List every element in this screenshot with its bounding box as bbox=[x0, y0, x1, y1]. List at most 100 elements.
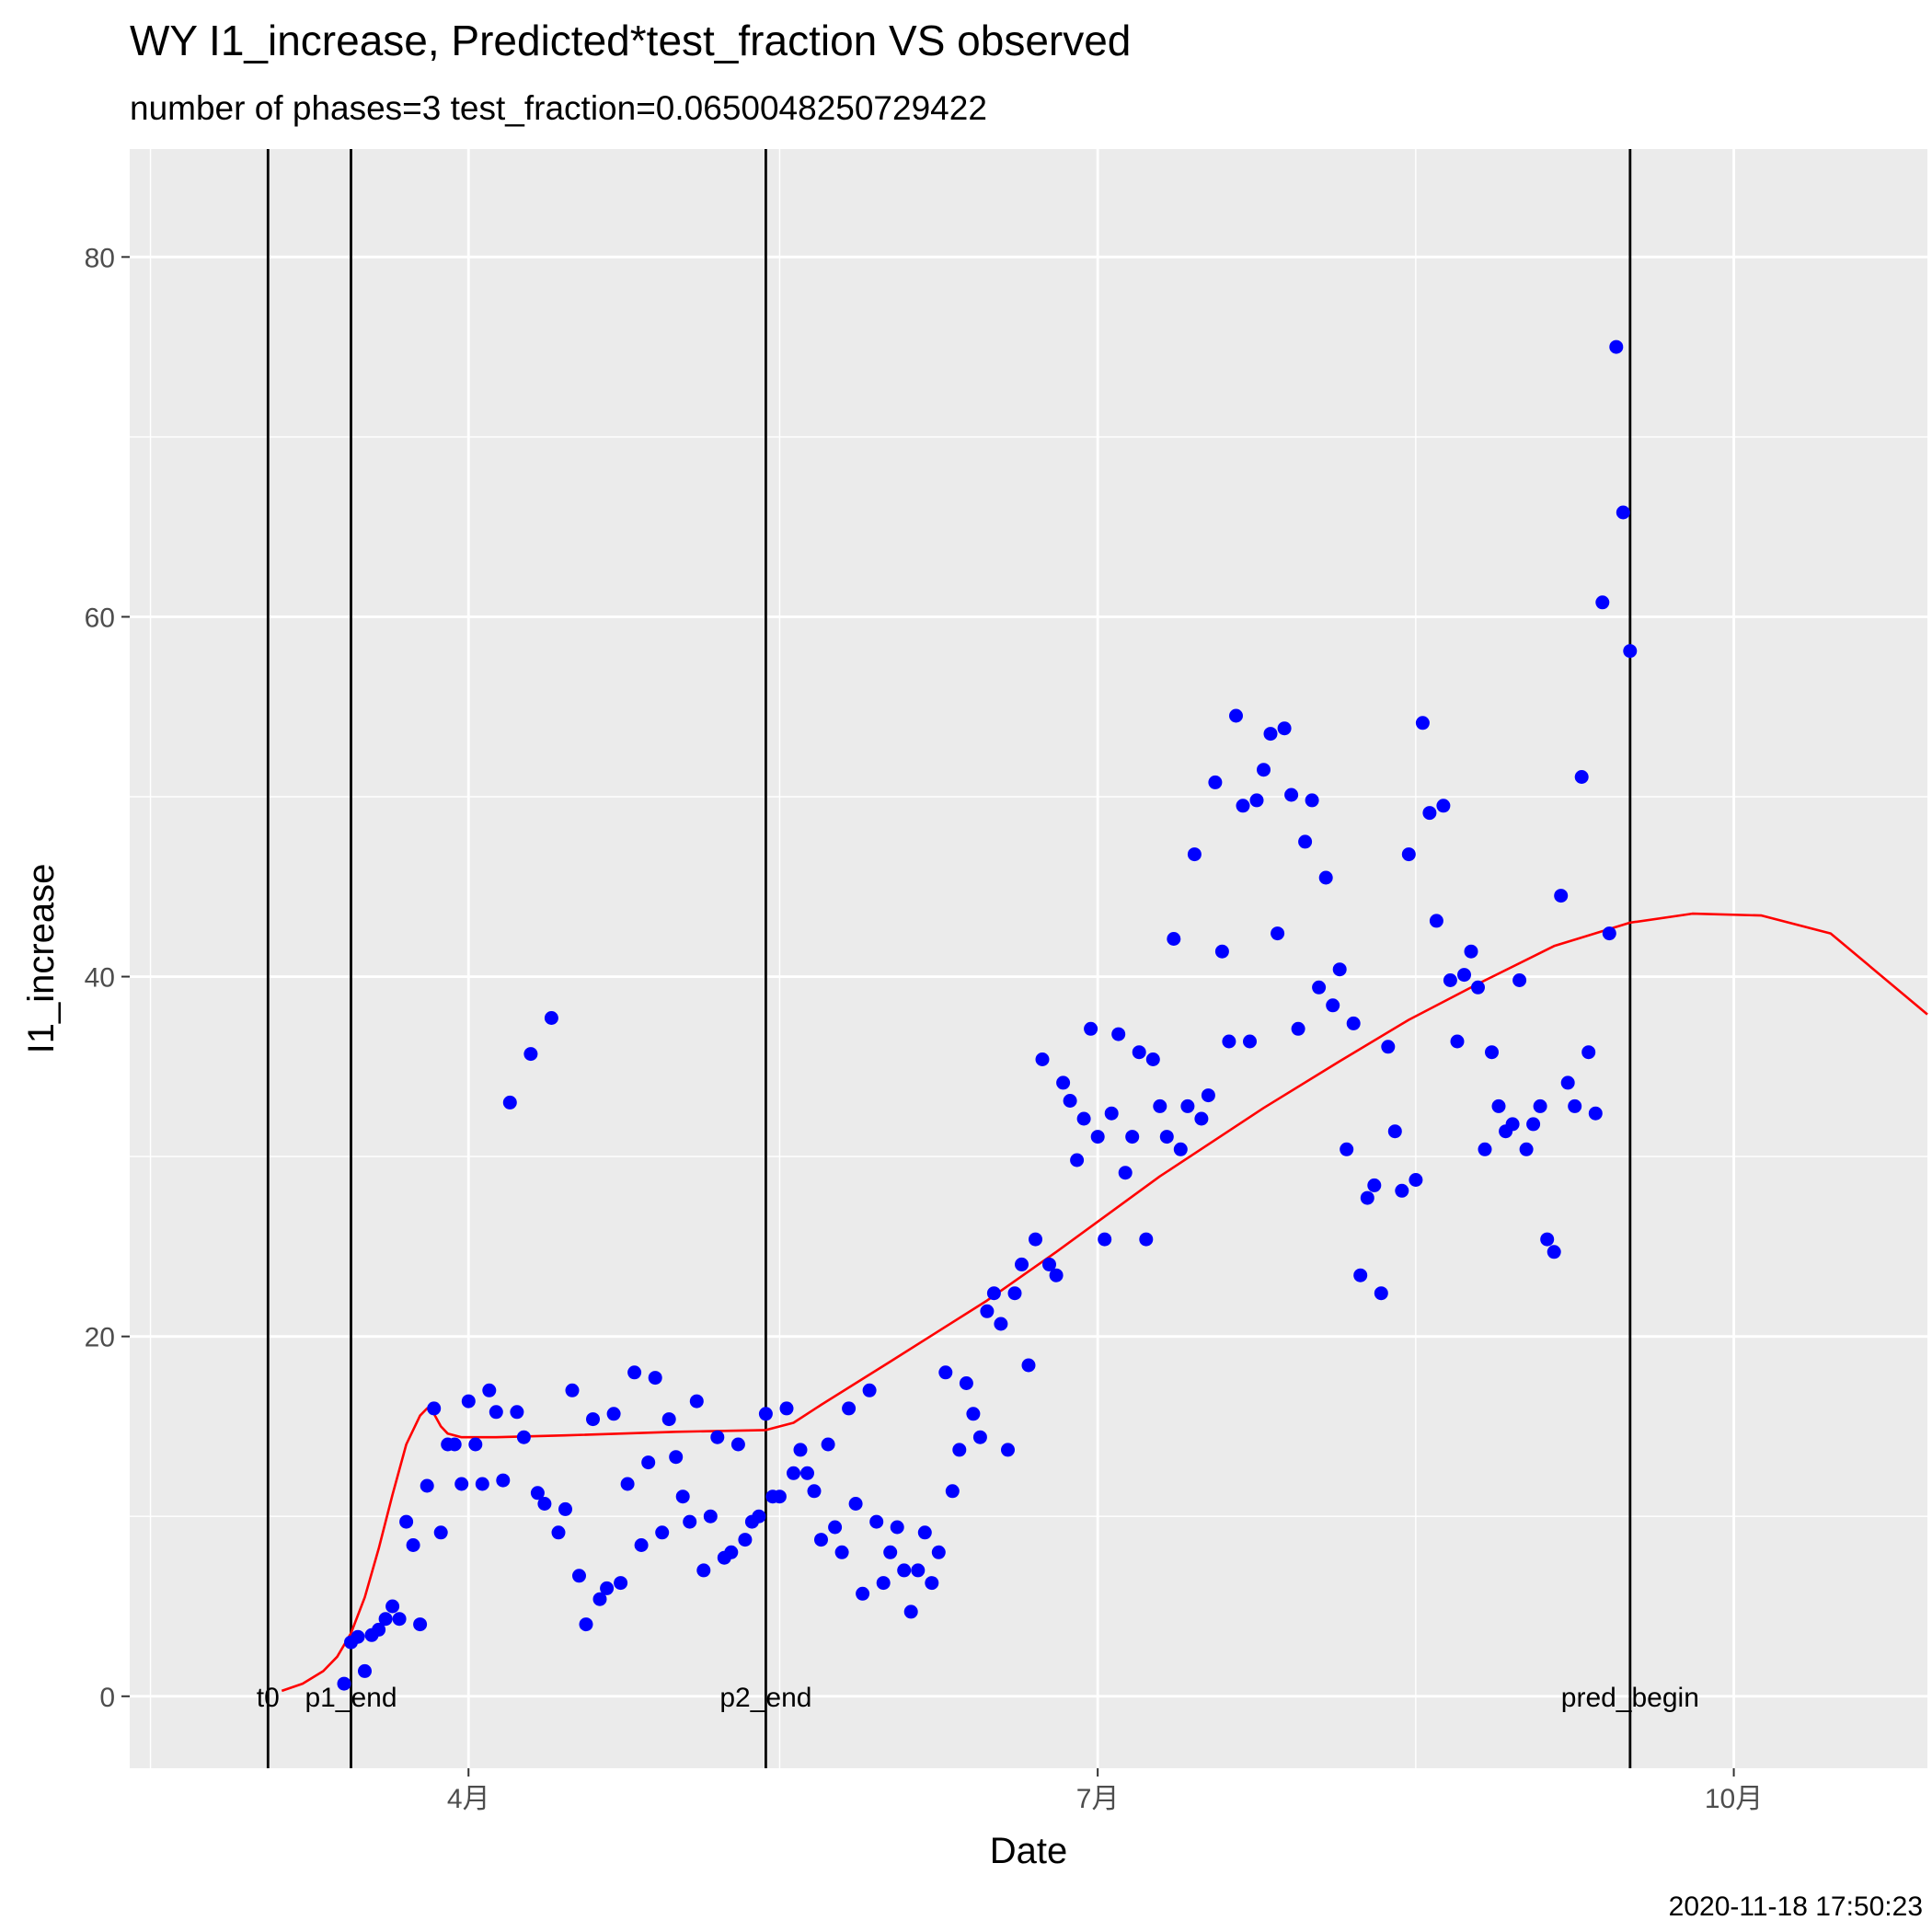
observed-point bbox=[834, 1545, 849, 1559]
observed-point bbox=[917, 1525, 932, 1540]
observed-point bbox=[938, 1365, 953, 1380]
observed-point bbox=[842, 1401, 857, 1416]
y-tick-label: 80 bbox=[85, 243, 115, 273]
observed-point bbox=[980, 1304, 995, 1318]
observed-point bbox=[655, 1525, 670, 1540]
observed-point bbox=[1021, 1358, 1036, 1373]
observed-point bbox=[1533, 1098, 1547, 1113]
observed-point bbox=[1284, 788, 1299, 802]
observed-point bbox=[1222, 1034, 1236, 1049]
observed-point bbox=[787, 1466, 800, 1480]
x-axis: 4月 7月 10月 bbox=[447, 1768, 1763, 1814]
observed-point bbox=[427, 1401, 442, 1416]
y-tick-label: 40 bbox=[85, 963, 115, 994]
observed-point bbox=[1340, 1142, 1354, 1156]
plot-panel bbox=[130, 149, 1927, 1768]
observed-point bbox=[1602, 926, 1616, 941]
observed-point bbox=[523, 1047, 538, 1062]
observed-point bbox=[641, 1455, 656, 1470]
observed-point bbox=[710, 1430, 725, 1444]
observed-point bbox=[883, 1545, 898, 1559]
observed-point bbox=[614, 1576, 628, 1591]
observed-point bbox=[1526, 1117, 1541, 1132]
observed-point bbox=[1367, 1178, 1382, 1192]
observed-point bbox=[1049, 1268, 1064, 1282]
observed-point bbox=[945, 1484, 960, 1499]
observed-point bbox=[1360, 1190, 1374, 1205]
observed-point bbox=[1249, 793, 1264, 808]
y-axis: 0 20 40 60 80 bbox=[85, 243, 130, 1713]
observed-point bbox=[648, 1371, 662, 1386]
observed-point bbox=[1180, 1098, 1195, 1113]
observed-point bbox=[413, 1617, 428, 1632]
observed-point bbox=[558, 1501, 572, 1516]
observed-point bbox=[931, 1545, 946, 1559]
observed-point bbox=[1332, 962, 1347, 977]
observed-point bbox=[358, 1663, 372, 1678]
observed-point bbox=[1208, 775, 1223, 789]
observed-point bbox=[1159, 1130, 1174, 1144]
observed-point bbox=[1063, 1094, 1077, 1108]
observed-point bbox=[1214, 944, 1229, 959]
observed-point bbox=[572, 1569, 586, 1583]
observed-point bbox=[351, 1629, 365, 1644]
observed-point bbox=[372, 1622, 386, 1637]
observed-point bbox=[683, 1514, 697, 1529]
observed-point bbox=[986, 1286, 1001, 1301]
observed-point bbox=[489, 1405, 503, 1420]
observed-point bbox=[821, 1437, 835, 1452]
observed-point bbox=[496, 1473, 511, 1488]
observed-point bbox=[1609, 339, 1624, 354]
observed-point bbox=[1139, 1232, 1154, 1247]
observed-point bbox=[1443, 973, 1457, 987]
observed-point bbox=[1076, 1111, 1091, 1126]
observed-point bbox=[1595, 595, 1610, 610]
chart-subtitle: number of phases=3 test_fraction=0.06500… bbox=[130, 89, 987, 127]
x-tick-label: 10月 bbox=[1705, 1784, 1763, 1814]
observed-point bbox=[1588, 1106, 1603, 1121]
observed-point bbox=[675, 1489, 690, 1504]
observed-point bbox=[1554, 889, 1569, 903]
observed-point bbox=[779, 1401, 794, 1416]
observed-point bbox=[1145, 1052, 1160, 1066]
x-axis-title: Date bbox=[990, 1831, 1068, 1871]
observed-point bbox=[1015, 1257, 1029, 1271]
observed-point bbox=[1547, 1245, 1561, 1259]
observed-point bbox=[903, 1604, 918, 1619]
observed-point bbox=[600, 1581, 615, 1595]
observed-point bbox=[972, 1430, 987, 1444]
phase-label-pred_begin: pred_begin bbox=[1561, 1683, 1699, 1713]
observed-point bbox=[793, 1443, 808, 1457]
observed-point bbox=[502, 1095, 517, 1110]
observed-point bbox=[1007, 1286, 1022, 1301]
observed-point bbox=[1277, 721, 1292, 736]
observed-point bbox=[1478, 1142, 1492, 1156]
observed-point bbox=[724, 1545, 739, 1559]
predicted-line-layer bbox=[281, 912, 1928, 1693]
observed-point bbox=[1505, 1117, 1520, 1132]
observed-point bbox=[544, 1011, 558, 1025]
observed-point bbox=[814, 1533, 828, 1547]
observed-points-layer bbox=[337, 339, 1638, 1691]
observed-point bbox=[1560, 1075, 1575, 1090]
observed-point bbox=[1084, 1021, 1098, 1036]
observed-point bbox=[620, 1477, 635, 1491]
observed-point bbox=[1187, 847, 1202, 862]
observed-point bbox=[1346, 1016, 1361, 1030]
phase-lines bbox=[266, 149, 1632, 1768]
observed-point bbox=[530, 1486, 545, 1501]
observed-point bbox=[627, 1365, 642, 1380]
observed-point bbox=[772, 1489, 787, 1504]
observed-point bbox=[1229, 708, 1243, 723]
observed-point bbox=[1519, 1142, 1534, 1156]
observed-point bbox=[1623, 644, 1638, 659]
observed-point bbox=[925, 1576, 939, 1591]
observed-point bbox=[475, 1477, 489, 1491]
observed-point bbox=[1298, 834, 1313, 849]
observed-point bbox=[1042, 1257, 1056, 1271]
observed-point bbox=[856, 1586, 870, 1601]
observed-point bbox=[399, 1514, 414, 1529]
observed-point bbox=[468, 1437, 483, 1452]
x-tick-label: 7月 bbox=[1076, 1784, 1120, 1814]
observed-point bbox=[1318, 870, 1333, 885]
